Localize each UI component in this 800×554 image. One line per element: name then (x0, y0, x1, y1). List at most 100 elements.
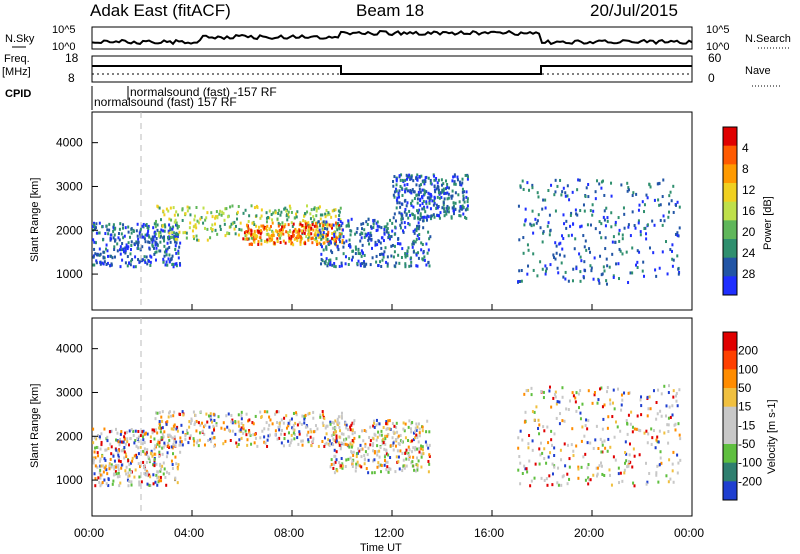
velocity-cell (168, 472, 171, 476)
velocity-cell (127, 484, 130, 488)
power-cell (169, 206, 172, 210)
velocity-cell (336, 420, 339, 424)
power-cell (409, 188, 412, 192)
power-cell (591, 213, 594, 217)
power-cell (627, 188, 630, 192)
velocity-cell (574, 400, 577, 404)
velocity-cell (107, 484, 110, 488)
velocity-cell (161, 452, 164, 456)
x-axis-ticks: 00:00 04:00 08:00 12:00 16:00 20:00 00:00 (74, 304, 704, 540)
power-cell (548, 233, 551, 237)
power-cell (400, 221, 403, 225)
power-cell (380, 246, 383, 250)
velocity-cell (127, 443, 130, 447)
power-cell (279, 240, 282, 244)
power-cell (151, 240, 154, 244)
velocity-cell (195, 429, 198, 433)
velocity-cell (123, 446, 126, 450)
velocity-cell (292, 423, 295, 427)
velocity-cell (180, 440, 183, 444)
velocity-cell (267, 427, 270, 431)
power-cell (380, 226, 383, 230)
power-cell (98, 231, 101, 235)
power-cell (147, 229, 150, 233)
velocity-cell (163, 430, 166, 434)
power-cell (220, 213, 223, 217)
velocity-cell (545, 477, 548, 481)
velocity-cell (526, 470, 529, 474)
velocity-cell (105, 468, 108, 472)
velocity-cell (167, 441, 170, 445)
velocity-cell (580, 439, 583, 443)
velocity-cell (415, 428, 418, 432)
power-cell (105, 224, 108, 228)
power-cell (406, 182, 409, 186)
velocity-cell (119, 460, 122, 464)
velocity-cell (530, 393, 533, 397)
power-cell (318, 241, 321, 245)
power-cell (422, 249, 425, 253)
velocity-cell (606, 449, 609, 453)
power-cell (253, 240, 256, 244)
power-cell (433, 201, 436, 205)
velocity-cell (418, 434, 421, 438)
velocity-cell (519, 461, 522, 465)
power-cell (464, 215, 467, 219)
velocity-cell (586, 427, 589, 431)
power-cell (330, 215, 333, 219)
velocity-cell (601, 427, 604, 431)
power-cell (141, 258, 144, 262)
velocity-cell (355, 462, 358, 466)
power-cell (621, 233, 624, 237)
velocity-cell (174, 476, 177, 480)
velocity-cell (384, 460, 387, 464)
power-cell (156, 223, 159, 227)
velocity-cell (543, 457, 546, 461)
power-cell (602, 179, 605, 183)
velocity-cell (364, 442, 367, 446)
x-tick-label: 20:00 (574, 526, 604, 540)
power-cell (443, 210, 446, 214)
power-cell (363, 235, 366, 239)
power-cell (131, 258, 134, 262)
power-cell (335, 225, 338, 229)
velocity-cell (239, 429, 242, 433)
power-cell (138, 231, 141, 235)
velocity-cell (213, 444, 216, 448)
power-cell (177, 256, 180, 260)
velocity-cell (237, 413, 240, 417)
power-cell (637, 221, 640, 225)
power-cell (406, 189, 409, 193)
power-cell (372, 225, 375, 229)
velocity-cell (247, 419, 250, 423)
velocity-cell (659, 450, 662, 454)
power-cell (463, 200, 466, 204)
velocity-cell (202, 425, 205, 429)
power-cell (420, 174, 423, 178)
power-cell (668, 210, 671, 214)
power-cell (137, 247, 140, 251)
velocity-cell (667, 391, 670, 395)
velocity-cell (107, 447, 110, 451)
velocity-cell (373, 471, 376, 475)
power-cell (320, 237, 323, 241)
power-cell (297, 231, 300, 235)
velocity-cell (592, 446, 595, 450)
power-cell (228, 232, 231, 236)
velocity-cell (159, 469, 162, 473)
velocity-cell (300, 439, 303, 443)
velocity-cell (107, 478, 110, 482)
power-cell (240, 228, 243, 232)
velocity-cell (146, 448, 149, 452)
velocity-cell (587, 476, 590, 480)
velocity-cell (186, 431, 189, 435)
velocity-cell (411, 439, 414, 443)
velocity-cell (596, 474, 599, 478)
colorbar-swatch (723, 257, 737, 277)
power-cell (392, 216, 395, 220)
velocity-cell (412, 431, 415, 435)
velocity-cell (600, 464, 603, 468)
power-cell (416, 216, 419, 220)
power-cell (338, 237, 341, 241)
velocity-cell (417, 422, 420, 426)
